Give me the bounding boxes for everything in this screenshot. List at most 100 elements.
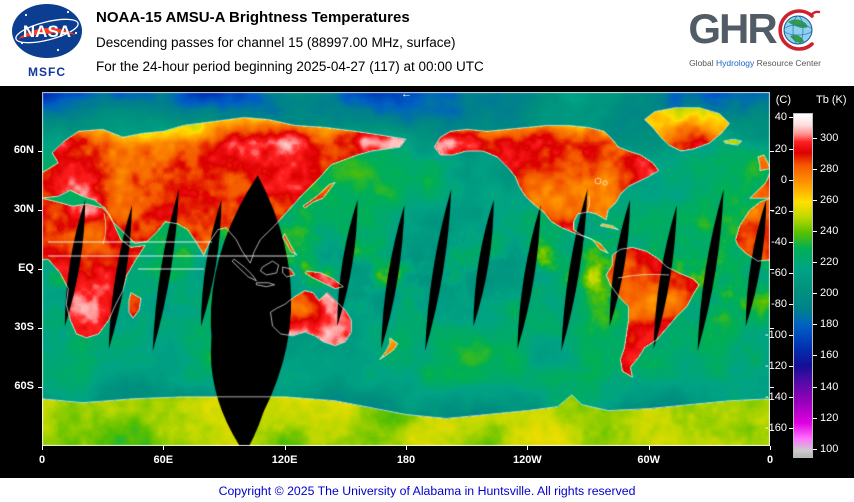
kelvin-tick-label: 180 bbox=[820, 318, 839, 331]
lon-tick-mark bbox=[284, 446, 286, 450]
ghrc-logo: GHR Global Hydrology Resource Center bbox=[660, 2, 850, 69]
subtitle: Descending passes for channel 15 (88997.… bbox=[96, 35, 456, 50]
msfc-label: MSFC bbox=[28, 65, 66, 79]
lon-tick-label: 120E bbox=[271, 454, 298, 466]
kelvin-tick-mark bbox=[813, 448, 817, 450]
celsius-tick-label: -120 bbox=[764, 360, 787, 373]
kelvin-tick-label: 280 bbox=[820, 162, 839, 175]
period-line: For the 24-hour period beginning 2025-04… bbox=[96, 59, 484, 74]
tagline-global: Global bbox=[689, 58, 714, 68]
kelvin-tick-label: 240 bbox=[820, 225, 839, 238]
nasa-logo-text: NASA bbox=[23, 22, 71, 41]
lat-tick-mark bbox=[770, 269, 774, 270]
lon-tick-label: 120W bbox=[512, 454, 542, 466]
lat-tick-mark bbox=[770, 151, 774, 152]
nasa-meatball-icon: NASA bbox=[12, 4, 82, 58]
kelvin-tick-mark bbox=[813, 168, 817, 170]
lat-tick-label: 60S bbox=[14, 380, 34, 392]
celsius-tick-mark bbox=[789, 210, 793, 212]
lon-tick-mark bbox=[163, 446, 165, 450]
celsius-tick-mark bbox=[789, 272, 793, 274]
lat-tick-mark bbox=[38, 210, 42, 211]
map-panel: ← (C) Tb (K) 60N 30N EQ 30S 60S 0 60E 120E 180 12… bbox=[0, 86, 854, 478]
ghrc-globe-icon bbox=[778, 9, 820, 51]
direction-arrow: ← bbox=[401, 88, 412, 100]
celsius-tick-mark bbox=[789, 334, 793, 336]
kelvin-tick-label: 220 bbox=[820, 256, 839, 269]
celsius-tick-label: 0 bbox=[780, 173, 787, 186]
lat-tick-label: 60N bbox=[13, 144, 34, 156]
lon-tick-mark bbox=[406, 446, 407, 450]
kelvin-tick-mark bbox=[813, 293, 817, 295]
kelvin-tick-label: 140 bbox=[820, 380, 839, 393]
kelvin-tick-mark bbox=[813, 137, 817, 139]
colorbar-gradient bbox=[793, 113, 813, 458]
header: NASA MSFC NOAA-15 AMSU-A Brightness Temp… bbox=[0, 0, 854, 86]
celsius-tick-label: -140 bbox=[764, 391, 787, 404]
lon-tick-mark bbox=[648, 446, 650, 450]
celsius-tick-label: -40 bbox=[771, 235, 787, 248]
lon-tick-mark bbox=[42, 446, 43, 450]
kelvin-tick-label: 200 bbox=[820, 287, 839, 300]
lon-tick-label: 60E bbox=[153, 454, 174, 466]
page-title: NOAA-15 AMSU-A Brightness Temperatures bbox=[96, 9, 410, 26]
lon-tick-mark bbox=[527, 446, 529, 450]
kelvin-tick-label: 120 bbox=[820, 411, 839, 424]
lat-tick-mark bbox=[770, 328, 774, 329]
kelvin-tick-label: 260 bbox=[820, 194, 839, 207]
ghrc-tagline: Global Hydrology Resource Center bbox=[660, 58, 850, 68]
lat-tick-mark bbox=[38, 328, 42, 329]
lat-tick-mark bbox=[770, 210, 774, 211]
brightness-temperature-map bbox=[42, 92, 770, 446]
copyright-text: Copyright © 2025 The University of Alaba… bbox=[218, 484, 636, 498]
tagline-hydrology: Hydrology bbox=[716, 58, 755, 68]
celsius-tick-mark bbox=[789, 148, 793, 150]
kelvin-tick-mark bbox=[813, 417, 817, 419]
lat-tick-label: 30S bbox=[14, 321, 34, 333]
kelvin-tick-mark bbox=[813, 231, 817, 233]
kelvin-tick-label: 100 bbox=[820, 442, 839, 455]
celsius-tick-mark bbox=[789, 428, 793, 430]
kelvin-tick-mark bbox=[813, 355, 817, 357]
kelvin-tick-mark bbox=[813, 386, 817, 388]
kelvin-tick-mark bbox=[813, 324, 817, 326]
celsius-tick-label: 40 bbox=[774, 111, 787, 124]
celsius-tick-mark bbox=[789, 179, 793, 181]
map-area bbox=[42, 92, 770, 446]
footer: Copyright © 2025 The University of Alaba… bbox=[0, 478, 854, 502]
celsius-tick-mark bbox=[789, 241, 793, 243]
lat-tick-mark bbox=[38, 387, 42, 388]
celsius-tick-label: 20 bbox=[774, 142, 787, 155]
celsius-tick-mark bbox=[789, 397, 793, 399]
celsius-tick-label: -60 bbox=[771, 266, 787, 279]
lat-tick-label: EQ bbox=[18, 262, 34, 274]
lon-tick-label: 0 bbox=[766, 454, 774, 466]
kelvin-tick-mark bbox=[813, 262, 817, 264]
celsius-tick-label: -80 bbox=[771, 297, 787, 310]
colorbar-celsius-header: (C) bbox=[775, 94, 791, 106]
celsius-tick-label: -100 bbox=[764, 328, 787, 341]
lon-tick-label: 180 bbox=[396, 454, 416, 466]
lat-tick-mark bbox=[38, 269, 42, 270]
colorbar-kelvin-header: Tb (K) bbox=[816, 94, 847, 106]
lon-tick-mark bbox=[770, 446, 771, 450]
celsius-tick-mark bbox=[789, 303, 793, 305]
kelvin-tick-mark bbox=[813, 200, 817, 202]
celsius-tick-label: -20 bbox=[771, 204, 787, 217]
lat-tick-mark bbox=[38, 151, 42, 152]
tagline-resource-center: Resource Center bbox=[756, 58, 821, 68]
kelvin-tick-label: 300 bbox=[820, 131, 839, 144]
lon-tick-label: 0 bbox=[38, 454, 46, 466]
ghrc-logo-row: GHR bbox=[660, 2, 850, 56]
ghrc-logo-text: GHR bbox=[688, 5, 777, 52]
nasa-logo: NASA MSFC bbox=[10, 3, 84, 79]
title-block: NOAA-15 AMSU-A Brightness Temperatures D… bbox=[96, 9, 484, 74]
lat-tick-mark bbox=[770, 387, 774, 388]
lon-tick-label: 60W bbox=[637, 454, 660, 466]
lat-tick-label: 30N bbox=[13, 203, 34, 215]
celsius-tick-mark bbox=[789, 117, 793, 119]
celsius-tick-label: -160 bbox=[764, 422, 787, 435]
kelvin-tick-label: 160 bbox=[820, 349, 839, 362]
celsius-tick-mark bbox=[789, 366, 793, 368]
